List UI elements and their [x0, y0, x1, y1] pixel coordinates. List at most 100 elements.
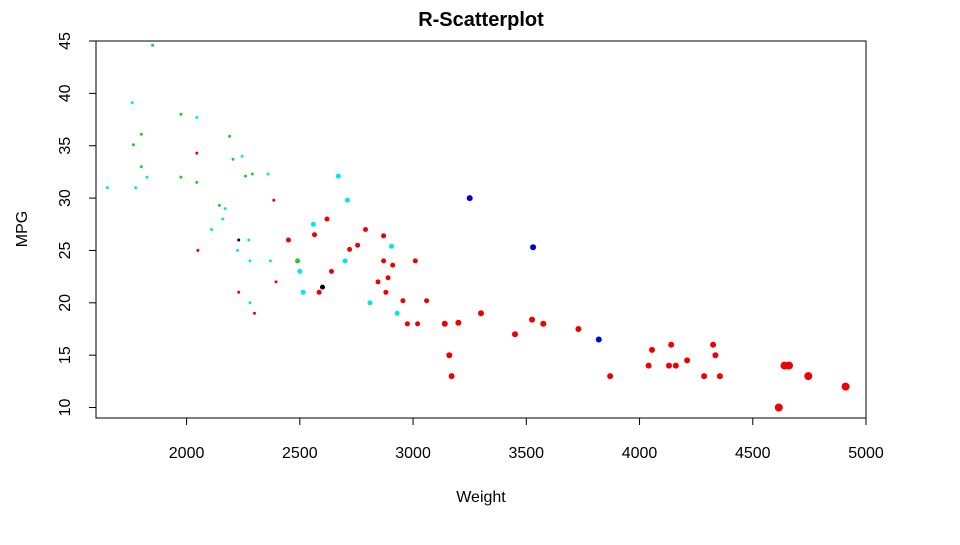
scatter-point — [105, 186, 109, 190]
scatter-point — [540, 320, 547, 327]
scatter-point — [841, 382, 850, 391]
scatter-point — [145, 175, 149, 179]
scatter-point — [244, 174, 247, 178]
scatter-point — [381, 258, 387, 264]
x-tick-label: 4500 — [735, 445, 771, 462]
scatter-point — [266, 172, 270, 176]
y-tick-label: 25 — [57, 241, 74, 259]
scatter-point — [195, 115, 199, 119]
scatter-point — [355, 242, 361, 248]
scatter-point — [701, 373, 708, 380]
scatter-point — [151, 43, 155, 47]
scatter-point — [367, 300, 373, 306]
plot-area — [95, 40, 867, 419]
scatter-point — [424, 298, 430, 304]
scatter-point — [712, 352, 719, 359]
scatter-point — [455, 319, 462, 326]
scatter-point — [300, 289, 306, 295]
scatter-point — [466, 195, 473, 202]
y-ticks: 10 15 20 25 30 35 40 45 — [57, 32, 96, 416]
scatter-point — [478, 310, 484, 317]
scatter-point — [195, 180, 199, 184]
scatter-point — [297, 268, 303, 274]
scatter-point — [310, 221, 316, 227]
scatter-point — [248, 301, 252, 305]
y-tick-label: 20 — [57, 294, 74, 312]
chart-title: R-Scatterplot — [418, 9, 544, 31]
scatter-point — [134, 186, 138, 190]
scatter-point — [210, 228, 213, 231]
scatter-point — [221, 217, 225, 221]
scatter-point — [253, 311, 256, 315]
x-tick-label: 3000 — [395, 445, 431, 462]
scatter-point — [342, 258, 348, 264]
scatter-point — [274, 280, 278, 284]
scatter-point — [247, 238, 251, 242]
scatter-point — [237, 238, 241, 242]
scatter-point — [286, 237, 291, 243]
x-tick-label: 5000 — [848, 445, 884, 462]
y-tick-label: 45 — [57, 32, 74, 50]
x-axis-label: Weight — [456, 489, 506, 506]
scatter-point — [231, 157, 235, 161]
scatter-point — [666, 362, 672, 369]
scatter-point — [139, 132, 143, 136]
scatter-point — [248, 259, 252, 263]
scatter-point — [250, 172, 254, 176]
y-axis-label: MPG — [14, 211, 31, 247]
scatter-point — [329, 268, 334, 274]
scatter-point — [131, 143, 135, 147]
x-ticks: 2000 2500 3000 3500 4000 4500 5000 — [169, 418, 884, 462]
scatter-point — [236, 248, 239, 252]
scatter-point — [441, 320, 448, 327]
scatter-point — [672, 362, 679, 369]
scatter-point — [412, 258, 418, 264]
scatter-point — [645, 362, 652, 369]
scatter-point — [448, 373, 455, 380]
scatter-point — [385, 275, 391, 281]
y-tick-label: 40 — [57, 84, 74, 102]
scatter-point — [240, 154, 244, 158]
scatter-point — [512, 331, 518, 338]
scatter-point — [347, 246, 353, 252]
scatter-point — [195, 151, 199, 155]
scatter-point — [607, 373, 614, 380]
y-tick-label: 30 — [57, 189, 74, 207]
scatter-point — [400, 298, 406, 304]
scatter-point — [415, 321, 421, 327]
scatter-point — [774, 403, 783, 412]
scatter-point — [785, 361, 793, 370]
scatter-point — [217, 203, 221, 207]
scatter-point — [668, 341, 675, 348]
scatter-point — [312, 232, 317, 238]
scatter-point — [446, 352, 453, 359]
scatter-point — [179, 175, 183, 179]
points-layer — [105, 43, 850, 412]
x-tick-label: 2500 — [282, 445, 318, 462]
scatter-point — [324, 216, 330, 222]
scatter-point — [394, 310, 400, 316]
scatter-point — [335, 173, 341, 179]
scatter-point — [375, 279, 381, 285]
y-axis: 10 15 20 25 30 35 40 45 MPG — [14, 32, 97, 416]
scatter-point — [383, 289, 389, 295]
scatter-point — [272, 198, 276, 202]
scatter-point — [237, 290, 241, 294]
scatter-point — [381, 233, 387, 239]
scatter-point — [530, 244, 537, 251]
x-tick-label: 4000 — [622, 445, 658, 462]
scatter-point — [649, 346, 655, 353]
scatter-point — [710, 341, 717, 348]
scatter-point — [404, 321, 410, 327]
y-tick-label: 10 — [57, 399, 74, 417]
scatter-point — [295, 258, 301, 264]
scatter-point — [575, 326, 582, 332]
scatter-point — [316, 289, 322, 295]
scatter-point — [320, 284, 325, 290]
scatter-point — [223, 207, 227, 211]
y-tick-label: 15 — [57, 346, 74, 364]
scatter-point — [390, 262, 396, 268]
y-tick-label: 35 — [57, 137, 74, 155]
